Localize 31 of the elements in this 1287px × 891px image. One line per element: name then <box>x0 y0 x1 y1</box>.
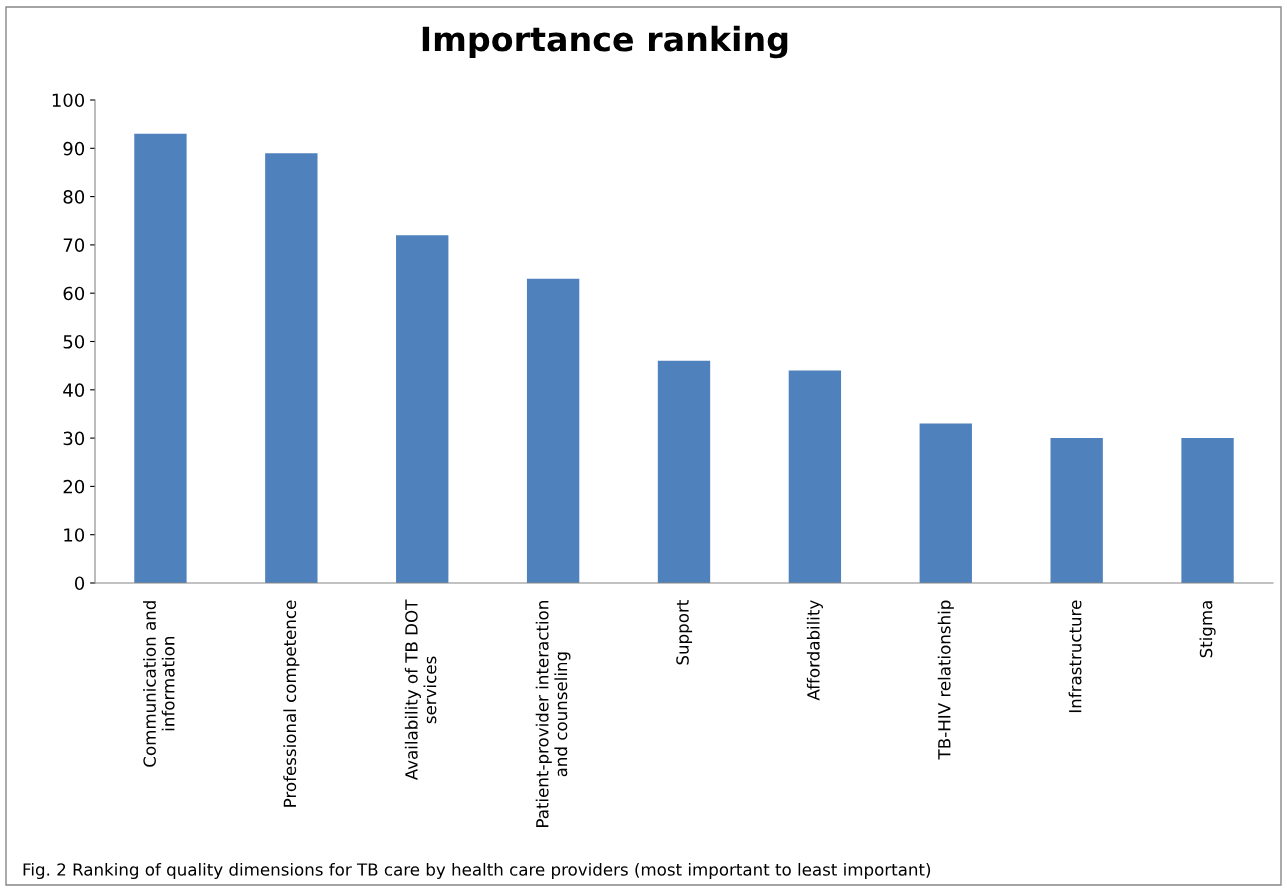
x-tick-label: TB-HIV relationship <box>937 600 954 760</box>
y-tick-label: 40 <box>63 383 85 397</box>
y-tick-label: 30 <box>63 431 85 446</box>
y-tick-label: 60 <box>63 286 85 301</box>
bar <box>396 235 449 583</box>
bar <box>1050 438 1103 583</box>
chart-title: Importance ranking <box>422 25 788 59</box>
x-tick-label: Patient-provider interaction and counseling <box>535 601 571 827</box>
bar <box>788 370 842 583</box>
y-tick-label: 50 <box>63 334 85 349</box>
y-tick-label: 20 <box>63 479 85 494</box>
bar <box>657 360 711 583</box>
y-tick-label: 80 <box>63 190 85 204</box>
y-tick-label: 70 <box>63 238 85 253</box>
x-tick-label: Professional competence <box>283 600 300 807</box>
x-tick-label: Affordability <box>806 600 823 701</box>
x-tick-label: Support <box>676 600 693 665</box>
bar <box>919 423 972 583</box>
caption: Fig. 2 Ranking of quality dimensions for TB care by health care providers (most important to least important) <box>23 862 931 880</box>
bar <box>526 278 580 583</box>
bar <box>1181 438 1234 583</box>
x-tick-label: Availability of TB DOT services <box>404 599 437 781</box>
y-tick-label: 10 <box>64 528 85 542</box>
y-tick-label: 90 <box>63 141 85 156</box>
bar <box>265 153 318 583</box>
x-tick-label: Stigma <box>1199 601 1216 658</box>
x-tick-label: Infrastructure <box>1068 600 1082 713</box>
y-tick-label: 0 <box>74 576 85 591</box>
bar <box>134 133 187 583</box>
x-tick-label: Communication and information <box>143 601 175 767</box>
y-tick-label: 100 <box>52 93 85 108</box>
